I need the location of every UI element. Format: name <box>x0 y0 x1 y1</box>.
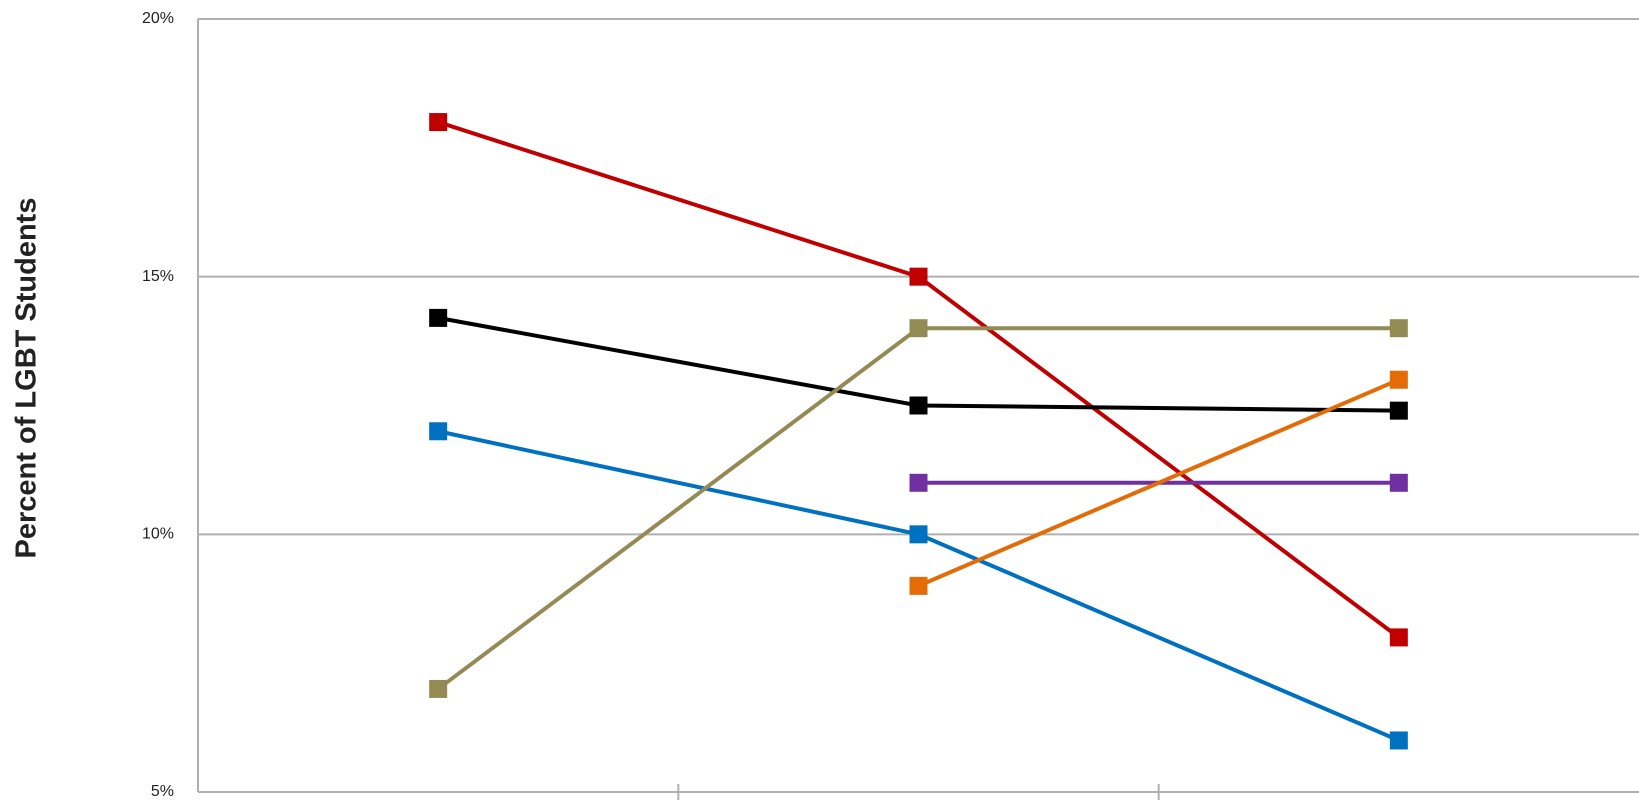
y-tick-label: 5% <box>151 783 174 800</box>
point-marker <box>429 679 448 698</box>
y-tick-label: 20% <box>142 10 174 27</box>
series-line <box>437 120 1401 639</box>
point-marker <box>429 308 448 327</box>
point-marker <box>429 113 448 132</box>
point-marker <box>1389 473 1408 492</box>
y-axis-label: Percent of LGBT Students <box>11 198 43 559</box>
point-marker <box>1389 401 1408 420</box>
series-line <box>917 377 1400 588</box>
point-marker <box>1389 628 1408 647</box>
point-marker <box>909 576 928 595</box>
series-line <box>436 326 1399 691</box>
point-marker <box>909 396 928 415</box>
point-marker <box>429 422 448 441</box>
y-tick-label: 15% <box>142 268 174 285</box>
point-marker <box>1389 370 1408 389</box>
point-marker <box>909 473 928 492</box>
point-marker <box>1389 319 1408 338</box>
point-marker <box>909 319 928 338</box>
point-marker <box>909 267 928 286</box>
y-tick-label: 10% <box>142 526 174 543</box>
point-marker <box>1389 731 1408 750</box>
point-marker <box>909 525 928 544</box>
